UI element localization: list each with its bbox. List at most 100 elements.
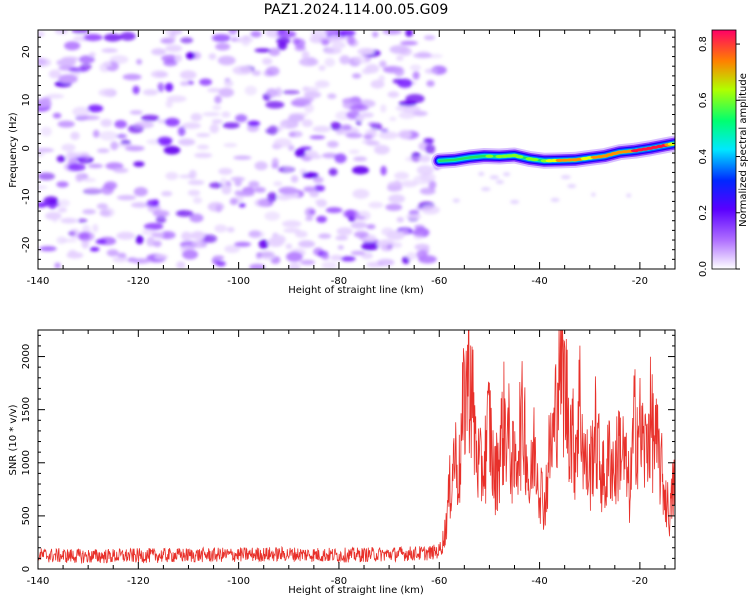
- noise-blob: [267, 192, 277, 202]
- noise-blob: [335, 235, 349, 241]
- noise-blob: [194, 152, 213, 158]
- noise-blob: [282, 220, 302, 228]
- noise-blob: [174, 54, 183, 63]
- noise-blob: [133, 161, 145, 168]
- noise-blob: [129, 110, 143, 115]
- noise-blob: [329, 35, 344, 42]
- noise-blob: [38, 31, 45, 37]
- noise-blob: [426, 80, 435, 87]
- noise-blob: [241, 38, 250, 47]
- noise-blob: [399, 47, 413, 56]
- noise-blob: [395, 105, 409, 112]
- spectrogram-x-ticks: -140 -120 -100 -80 -60 -40 -20: [27, 30, 666, 287]
- x-tick-label: -100: [227, 276, 250, 287]
- noise-blob: [331, 41, 346, 49]
- noise-blob: [352, 188, 370, 199]
- noise-blob: [132, 85, 140, 95]
- colorbar-tick-label: 0.2: [698, 205, 709, 221]
- noise-blob: [96, 203, 108, 210]
- noise-blob: [75, 173, 83, 183]
- noise-blob: [99, 131, 118, 141]
- noise-blob: [58, 199, 70, 207]
- noise-blob: [398, 129, 412, 140]
- noise-blob: [302, 86, 310, 92]
- snr-x-axis-label: Height of straight line (km): [288, 585, 424, 596]
- noise-blob: [38, 202, 47, 208]
- noise-blob: [368, 201, 384, 209]
- noise-blob: [88, 52, 96, 57]
- noise-blob: [248, 230, 262, 238]
- noise-blob: [45, 93, 65, 99]
- noise-blob: [57, 207, 68, 213]
- noise-blob: [357, 47, 375, 56]
- noise-blob: [405, 30, 413, 37]
- noise-blob: [182, 249, 199, 260]
- noise-blob: [360, 112, 374, 118]
- noise-blob: [191, 231, 205, 240]
- noise-blob: [38, 57, 47, 66]
- noise-blob: [353, 156, 367, 162]
- noise-blob: [288, 114, 305, 122]
- noise-blob: [68, 67, 89, 73]
- noise-blob: [161, 54, 179, 62]
- noise-blob: [283, 228, 301, 233]
- y-tick-label: 0: [21, 566, 32, 572]
- y-tick-label: 1000: [21, 450, 32, 475]
- noise-blob: [165, 100, 173, 108]
- noise-blob: [125, 145, 145, 152]
- noise-blob: [59, 238, 78, 243]
- noise-blob: [550, 197, 560, 202]
- noise-blob: [181, 231, 192, 241]
- noise-blob: [157, 82, 165, 93]
- noise-blob: [54, 262, 61, 269]
- noise-blob: [400, 40, 418, 46]
- snr-panel: -140 -120 -100 -80 -60 -40 -20 0 500 1000 1500 200…: [8, 329, 676, 596]
- noise-blob: [224, 80, 234, 87]
- noise-blob: [386, 184, 403, 192]
- noise-blob: [250, 30, 262, 38]
- noise-blob: [254, 187, 266, 193]
- noise-blob: [203, 234, 217, 243]
- spectrogram-plot-area: [38, 30, 675, 269]
- noise-blob: [411, 229, 425, 236]
- noise-blob: [116, 133, 127, 139]
- noise-blob: [114, 120, 127, 129]
- noise-blob: [141, 114, 160, 122]
- noise-blob: [220, 177, 228, 187]
- noise-blob: [78, 55, 95, 64]
- noise-blob: [95, 239, 107, 245]
- noise-blob: [341, 124, 352, 131]
- noise-blob: [313, 184, 326, 192]
- noise-blob: [276, 37, 291, 45]
- noise-blob: [288, 130, 303, 138]
- noise-blob: [51, 214, 59, 223]
- noise-blob: [196, 133, 211, 138]
- noise-blob: [66, 252, 84, 259]
- noise-blob: [324, 57, 336, 67]
- noise-blob: [365, 63, 380, 74]
- noise-blob: [380, 244, 393, 252]
- noise-blob: [304, 103, 314, 114]
- noise-blob: [340, 256, 356, 262]
- noise-blob: [169, 32, 176, 42]
- noise-blob: [155, 215, 167, 224]
- noise-blob: [372, 31, 379, 38]
- noise-blob: [207, 88, 222, 93]
- noise-blob: [481, 187, 491, 192]
- noise-blob: [300, 259, 315, 265]
- noise-blob: [378, 75, 386, 82]
- noise-blob: [425, 144, 436, 155]
- noise-blob: [113, 167, 129, 173]
- noise-blob: [416, 165, 434, 176]
- noise-blob: [135, 235, 144, 245]
- noise-blob: [209, 182, 224, 189]
- noise-blob: [349, 104, 369, 112]
- noise-blob: [478, 171, 485, 176]
- noise-blob: [48, 69, 62, 79]
- noise-blob: [419, 173, 436, 182]
- noise-blob: [324, 30, 341, 35]
- noise-blob: [292, 37, 300, 45]
- noise-blob: [279, 122, 288, 128]
- x-tick-label: -120: [127, 276, 150, 287]
